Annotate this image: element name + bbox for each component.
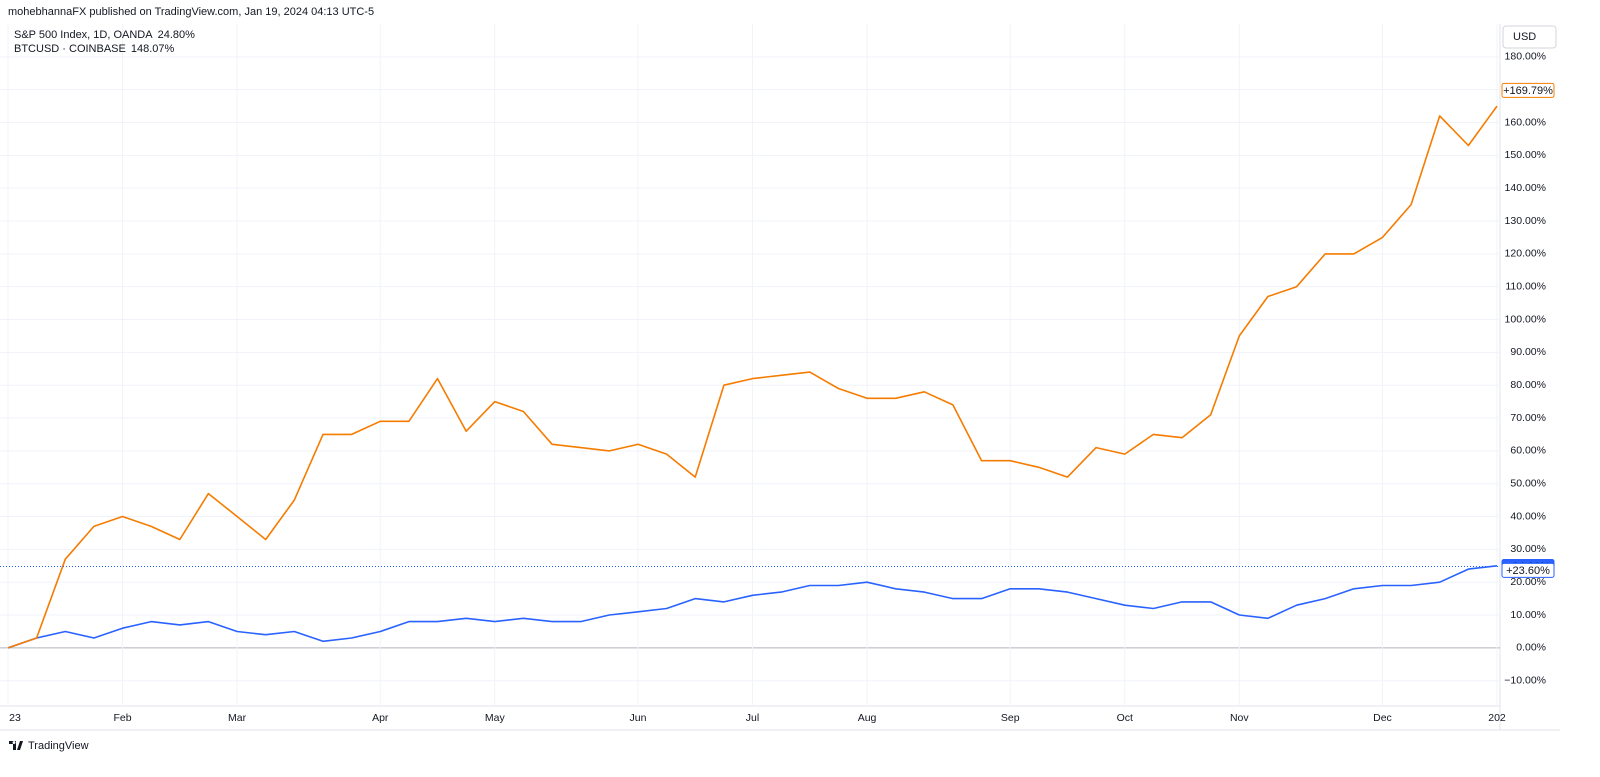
y-tick-label: 20.00% bbox=[1510, 576, 1546, 588]
legend-value: 24.80% bbox=[158, 29, 196, 41]
currency: USD bbox=[1513, 31, 1536, 43]
y-tick-label: 80.00% bbox=[1510, 379, 1546, 391]
price-tag bbox=[1501, 82, 1555, 98]
y-tick-label: −10.00% bbox=[1504, 674, 1546, 686]
series-line bbox=[7, 565, 1498, 649]
y-tick-label: 150.00% bbox=[1505, 149, 1546, 161]
y-tick-label: 40.00% bbox=[1510, 510, 1546, 522]
y-tick-label: 180.00% bbox=[1505, 51, 1546, 63]
price-tag-label: +169.79% bbox=[1503, 85, 1553, 97]
price-tag bbox=[1501, 562, 1555, 578]
y-tick-label: 70.00% bbox=[1510, 412, 1546, 424]
x-tick-label: May bbox=[485, 712, 506, 724]
y-tick-label: 90.00% bbox=[1510, 346, 1546, 358]
y-tick-label: 130.00% bbox=[1505, 215, 1546, 227]
x-tick-label: Oct bbox=[1117, 712, 1133, 724]
y-tick-label: 50.00% bbox=[1510, 477, 1546, 489]
x-tick-label: Dec bbox=[1373, 712, 1392, 724]
brand-logo bbox=[9, 741, 23, 750]
legend-name: S&P 500 Index, 1D, OANDA bbox=[14, 29, 153, 41]
series-line bbox=[7, 105, 1498, 649]
y-tick-label: 60.00% bbox=[1510, 445, 1546, 457]
x-tick-label: 23 bbox=[9, 712, 21, 724]
y-tick-label: 160.00% bbox=[1505, 116, 1546, 128]
legend-name: BTCUSD · COINBASE bbox=[14, 43, 126, 55]
currency-button[interactable] bbox=[1502, 25, 1557, 49]
y-tick-label: 120.00% bbox=[1505, 248, 1546, 260]
x-tick-label: Mar bbox=[228, 712, 247, 724]
x-tick-label: Feb bbox=[113, 712, 131, 724]
x-tick-label: Sep bbox=[1001, 712, 1020, 724]
x-tick-label: Aug bbox=[858, 712, 877, 724]
x-tick-label: Jun bbox=[629, 712, 646, 724]
x-tick-label: Nov bbox=[1230, 712, 1249, 724]
brand: TradingView bbox=[28, 740, 89, 752]
y-tick-label: 110.00% bbox=[1505, 280, 1546, 292]
price-tag-label: +23.60% bbox=[1506, 565, 1550, 577]
y-tick-label: 140.00% bbox=[1505, 182, 1546, 194]
x-tick-label: 202 bbox=[1488, 712, 1506, 724]
attribution: mohebhannaFX published on TradingView.co… bbox=[8, 6, 374, 18]
x-tick-label: Jul bbox=[746, 712, 759, 724]
x-tick-label: Apr bbox=[372, 712, 389, 724]
y-tick-label: 0.00% bbox=[1516, 642, 1546, 654]
y-tick-label: 100.00% bbox=[1505, 313, 1546, 325]
y-tick-label: 10.00% bbox=[1510, 609, 1546, 621]
y-tick-label: 30.00% bbox=[1510, 543, 1546, 555]
legend-value: 148.07% bbox=[131, 43, 175, 55]
